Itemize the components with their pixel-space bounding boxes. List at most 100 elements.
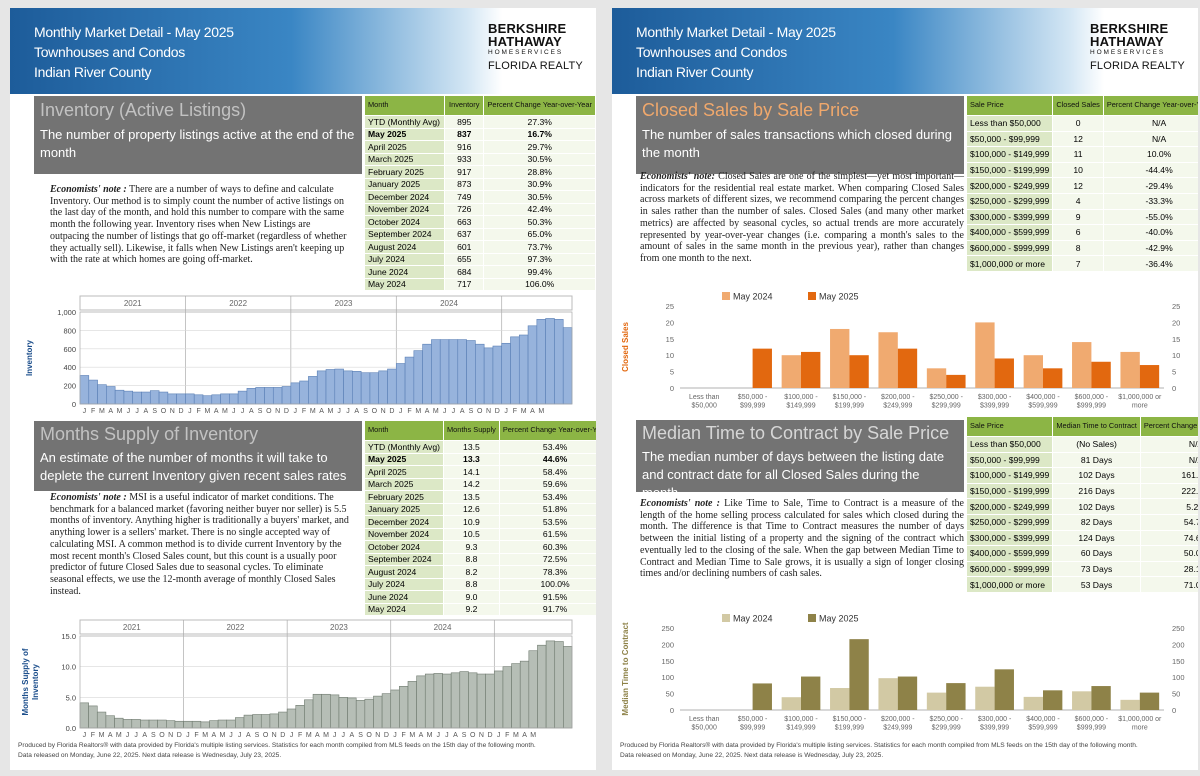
bar	[1120, 699, 1140, 710]
x-tick-label: A	[319, 408, 324, 414]
x-tick-label: D	[389, 408, 394, 414]
year-label: 2022	[226, 623, 244, 632]
bar	[1072, 342, 1092, 388]
bar	[114, 717, 124, 729]
table-cell: 51.8%	[499, 503, 596, 516]
x-tick-label: M	[222, 408, 228, 414]
x-tick-label: A	[249, 408, 254, 414]
bar	[476, 673, 486, 729]
y-tick-label: 200	[63, 382, 76, 391]
y-tick-label: 1,000	[57, 308, 76, 317]
bar	[286, 708, 297, 729]
x-tick-label: D	[495, 408, 500, 414]
y2-tick-label: 5	[1172, 368, 1176, 377]
table-cell: $300,000 - $399,999	[967, 209, 1054, 226]
bar	[448, 339, 459, 405]
ttc-title: Median Time to Contract by Sale Price	[642, 423, 950, 443]
bar	[252, 714, 262, 729]
table-cell: -55.0%	[1103, 209, 1198, 226]
table-cell: May 2024	[365, 278, 446, 291]
x-tick-label: J	[134, 732, 138, 739]
table-row: $50,000 - $99,999 12 N/A	[967, 131, 1198, 148]
table-cell: 10.5	[443, 528, 500, 541]
table-row: January 2025 873 30.9%	[365, 178, 596, 191]
legend-swatch	[722, 614, 730, 622]
x-tick-label: F	[298, 732, 302, 739]
y2-tick-label: 250	[1172, 624, 1185, 633]
bar	[1091, 361, 1111, 388]
table-header-cell: Median Time to Contract	[1053, 417, 1141, 437]
bar	[330, 694, 340, 729]
bar	[343, 370, 353, 405]
inventory-section-header: Inventory (Active Listings) The number o…	[34, 96, 362, 174]
table-cell: 61.5%	[499, 528, 596, 541]
year-label: 2023	[330, 623, 348, 632]
x-tick-label: J	[346, 408, 350, 414]
bar	[781, 697, 801, 710]
bar	[926, 368, 947, 388]
table-cell: June 2024	[365, 591, 444, 604]
x-tick-label: J	[436, 732, 440, 739]
table-cell: 8.8	[443, 578, 500, 591]
table-cell: $200,000 - $249,999	[967, 178, 1054, 194]
table-header-cell: Percent Change Year-over-Year	[499, 421, 596, 441]
bar	[439, 339, 450, 405]
bar	[485, 673, 495, 729]
table-cell: May 2024	[365, 603, 444, 616]
bar	[316, 370, 327, 405]
table-cell: 72.5%	[499, 553, 596, 566]
x-tick-label: F	[505, 732, 509, 739]
bar	[295, 705, 305, 729]
table-cell: 53.4%	[499, 491, 596, 504]
y-axis-label: Months Supply ofInventory	[21, 648, 40, 715]
x-tick-label: F	[196, 408, 200, 414]
year-label: 2021	[124, 299, 142, 308]
inventory-note: Economists' note : There are a number of…	[50, 184, 347, 266]
report-title: Monthly Market Detail - May 2025	[34, 24, 234, 40]
table-cell: $250,000 - $299,999	[967, 514, 1054, 531]
bar	[849, 355, 869, 388]
table-cell: 8	[1053, 240, 1104, 257]
table-cell: 30.5%	[484, 191, 596, 204]
year-label: 2024	[440, 299, 458, 308]
bar	[387, 368, 397, 405]
x-tick-label: A	[142, 732, 147, 739]
y2-tick-label: 15	[1172, 335, 1180, 344]
x-tick-label: S	[469, 408, 474, 414]
bar	[537, 644, 547, 729]
table-cell: 663	[445, 216, 485, 229]
y-tick-label: 200	[661, 640, 674, 649]
bar	[122, 719, 133, 729]
table-row: May 2024 717 106.0%	[365, 278, 596, 291]
x-tick-label: M	[415, 408, 421, 414]
x-tick-label: J	[83, 732, 87, 739]
y-tick-label: 150	[661, 657, 674, 666]
y-axis-label: Median Time to Contract	[621, 622, 630, 716]
table-row: September 2024 637 65.0%	[365, 228, 596, 241]
table-cell: 655	[445, 253, 485, 266]
table-cell: 12.6	[443, 503, 500, 516]
x-tick-label: N	[479, 732, 484, 739]
bar	[378, 370, 388, 405]
table-cell: 222.4%	[1140, 483, 1198, 500]
table-row: Less than $50,000(No Sales)N/A	[967, 437, 1198, 453]
x-tick-label: $300,000 -$399,999	[978, 394, 1012, 410]
year-band	[79, 619, 573, 635]
y-tick-label: 0	[670, 384, 674, 393]
table-cell: March 2025	[365, 153, 446, 166]
bar	[752, 683, 772, 710]
x-tick-label: F	[302, 408, 306, 414]
table-row: YTD (Monthly Avg) 13.5 53.4%	[365, 441, 596, 454]
table-header-cell: Percent Change Year-over-Year	[1140, 417, 1198, 437]
bar	[321, 693, 331, 729]
table-cell: $100,000 - $149,999	[967, 468, 1054, 484]
x-tick-label: J	[238, 732, 242, 739]
table-cell: 82 Days	[1053, 514, 1141, 531]
bar	[149, 390, 160, 405]
legend-swatch	[808, 614, 816, 622]
table-cell: 29.7%	[484, 141, 596, 154]
y-tick-label: 0	[670, 706, 674, 715]
